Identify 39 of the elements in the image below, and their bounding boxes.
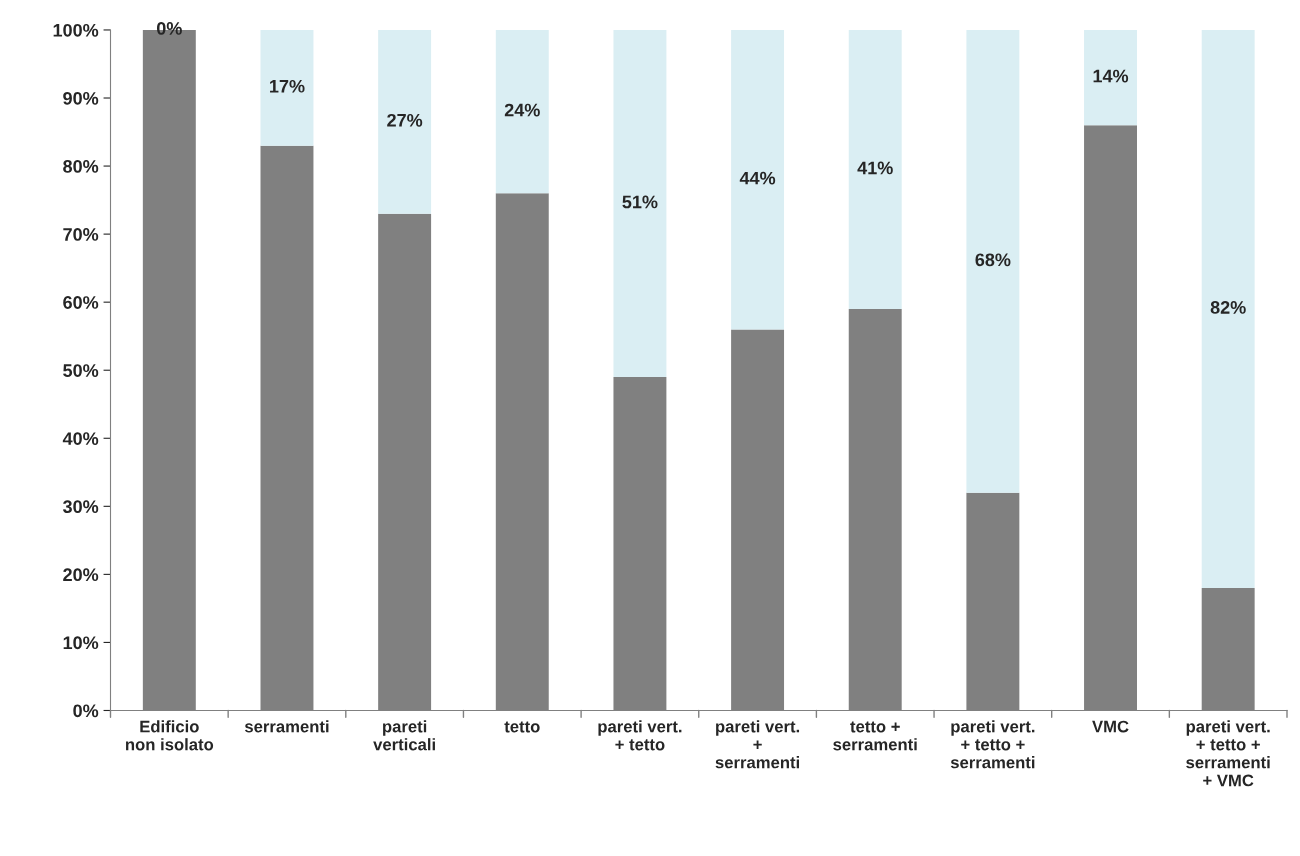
bar: [378, 29, 432, 214]
x-tick-label: pareti vert. + tetto: [598, 720, 682, 751]
data-label: 27%: [387, 113, 423, 127]
x-tick-label: Edificio non isolato: [125, 720, 214, 751]
y-tick-label: 100%: [53, 23, 99, 37]
bar: [966, 29, 1020, 493]
x-tick-label: tetto + serramenti: [833, 721, 917, 751]
y-tick-label: 60%: [63, 296, 99, 309]
y-tick-label: 50%: [63, 364, 99, 377]
y-tick-label: 20%: [63, 568, 99, 582]
bar: [613, 29, 667, 378]
x-tick-label: pareti vert. + serramenti: [715, 720, 800, 769]
bar: [731, 29, 785, 330]
bar: [1084, 29, 1137, 126]
y-tick-label: 40%: [62, 432, 99, 445]
y-tick-label: 10%: [63, 636, 99, 650]
y-tick-label: 0%: [73, 704, 99, 718]
data-label: 17%: [270, 79, 305, 93]
data-label: 14%: [1093, 69, 1129, 83]
data-label: 82%: [1210, 301, 1246, 314]
data-label: 44%: [739, 171, 776, 185]
bar: [848, 29, 902, 309]
data-label: 24%: [504, 103, 540, 117]
y-tick-label: 90%: [63, 91, 99, 105]
x-tick-label: pareti verticali: [373, 720, 435, 751]
x-tick-label: VMC: [1092, 720, 1129, 733]
y-tick-label: 70%: [63, 228, 99, 241]
data-label: 68%: [975, 253, 1011, 267]
bar: [1201, 29, 1255, 588]
data-label: 51%: [622, 195, 658, 209]
x-tick-label: pareti vert. + tetto + serramenti + VMC: [1186, 720, 1270, 787]
x-tick-label: pareti vert. + tetto + serramenti: [950, 720, 1035, 769]
y-tick-label: 30%: [62, 500, 99, 514]
x-tick-label: tetto: [504, 721, 540, 733]
x-tick-label: serramenti: [244, 720, 329, 733]
y-tick-label: 80%: [63, 160, 99, 173]
bar: [495, 29, 549, 194]
data-label: 41%: [857, 161, 893, 175]
bar: [260, 29, 314, 146]
